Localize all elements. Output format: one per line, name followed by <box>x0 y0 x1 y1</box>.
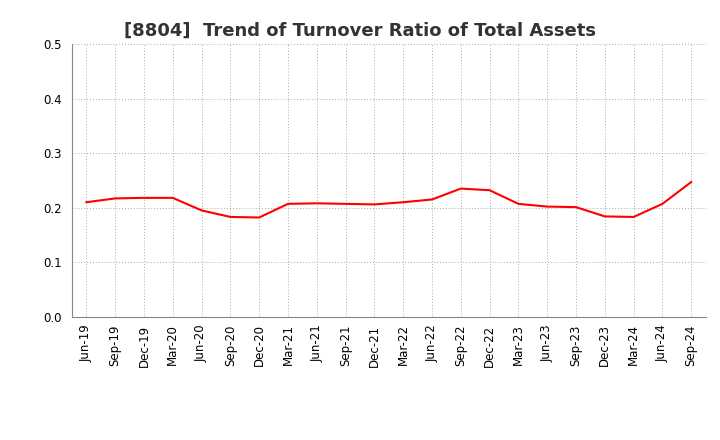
Text: [8804]  Trend of Turnover Ratio of Total Assets: [8804] Trend of Turnover Ratio of Total … <box>124 22 596 40</box>
